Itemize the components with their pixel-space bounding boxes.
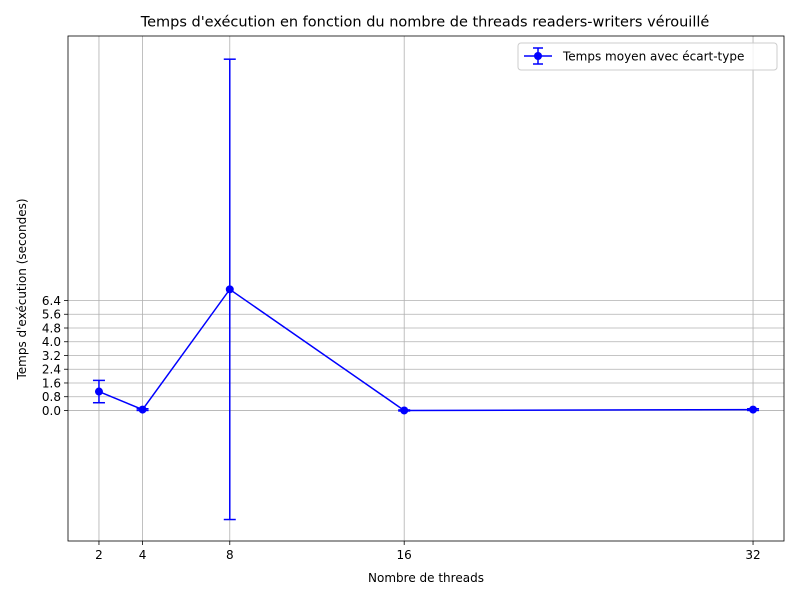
y-tick-label: 4.0 (42, 335, 61, 349)
grid-lines (68, 36, 784, 541)
y-tick-label: 1.6 (42, 376, 61, 390)
y-tick-label: 5.6 (42, 308, 61, 322)
x-tick-label: 2 (95, 548, 103, 562)
x-tick-label: 32 (745, 548, 760, 562)
y-tick-label: 3.2 (42, 349, 61, 363)
chart-title: Temps d'exécution en fonction du nombre … (140, 15, 710, 31)
x-axis-label: Nombre de threads (368, 571, 484, 585)
y-tick-label: 6.4 (42, 294, 61, 308)
legend-entry-label: Temps moyen avec écart-type (562, 50, 744, 64)
x-tick-label: 16 (397, 548, 412, 562)
data-point (138, 405, 147, 414)
data-point (400, 406, 409, 415)
y-tick-label: 0.8 (42, 390, 61, 404)
y-tick-label: 2.4 (42, 363, 61, 377)
y-axis-label: Temps d'exécution (secondes) (15, 198, 29, 380)
data-point (749, 405, 758, 414)
plot-frame (67, 35, 785, 542)
y-tick-label: 0.0 (42, 404, 61, 418)
x-tick-label: 8 (226, 548, 234, 562)
legend-box (517, 42, 778, 71)
y-tick-label: 4.8 (42, 321, 61, 335)
series-layer (92, 58, 760, 521)
legend: Temps moyen avec écart-type (517, 42, 778, 71)
legend-point-marker (534, 52, 542, 60)
y-axis-ticks: 0.00.81.62.43.24.04.85.66.4 (42, 294, 68, 418)
series-line (98, 288, 754, 412)
data-point (225, 285, 234, 294)
x-tick-label: 4 (139, 548, 147, 562)
x-axis-ticks: 2 4 8 16 32 (95, 541, 761, 562)
data-point (94, 387, 103, 396)
